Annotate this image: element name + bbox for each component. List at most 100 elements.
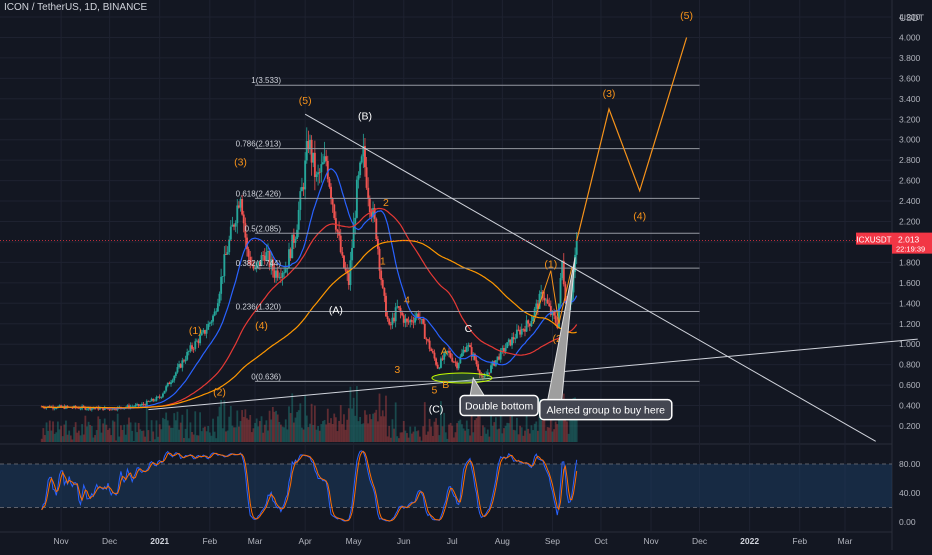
volume-bar [457, 420, 460, 442]
volume-bar [511, 414, 513, 442]
candle-body [153, 400, 156, 402]
volume-bar [276, 414, 279, 442]
volume-bar [170, 427, 172, 442]
candle-body [339, 235, 342, 253]
volume-bar [312, 425, 315, 442]
volume-bar [554, 421, 557, 442]
wave-label: 3 [394, 364, 400, 376]
candle-body [181, 360, 184, 368]
volume-bar [280, 424, 282, 442]
symbol-title[interactable]: ICON / TetherUS, 1D, BINANCE [4, 2, 148, 13]
candle-body [326, 160, 329, 180]
volume-bar [89, 424, 92, 442]
candle-body [255, 265, 258, 269]
candle-body [415, 313, 418, 318]
volume-bar [299, 403, 302, 442]
volume-bar [530, 425, 533, 442]
volume-bar [268, 410, 271, 442]
wave-label: (C) [429, 404, 444, 416]
volume-bar [225, 431, 227, 442]
candle-body [92, 408, 95, 410]
candle-body [76, 407, 79, 409]
candle-body [490, 365, 492, 373]
candle-body [351, 247, 353, 261]
volume-bar [157, 436, 159, 442]
volume-bar [546, 427, 549, 442]
candle-body [483, 375, 486, 378]
volume-bar [322, 421, 324, 442]
candle-body [420, 318, 423, 320]
time-tick-label: Oct [594, 536, 608, 546]
volume-bar [195, 435, 198, 442]
volume-bar [171, 427, 174, 442]
volume-bar [207, 425, 210, 442]
volume-bar [129, 422, 132, 442]
fib-level-label: 0.618(2.426) [236, 189, 282, 198]
volume-bar [520, 427, 523, 442]
currency-label: USDT [899, 13, 925, 23]
candle-body [438, 367, 441, 369]
volume-bar [310, 403, 313, 442]
candle-body [66, 405, 69, 407]
candle-body [250, 264, 253, 266]
volume-bar [507, 423, 510, 442]
volume-bar [452, 437, 455, 442]
candle-body [231, 224, 234, 227]
candle-body [333, 204, 336, 219]
volume-bar [330, 418, 332, 442]
price-tick-label: 4.000 [899, 32, 921, 42]
volume-bar [477, 414, 480, 442]
candle-body [525, 320, 528, 332]
volume-bar [237, 426, 240, 442]
candle-body [456, 362, 459, 369]
volume-bar [142, 430, 145, 442]
candle-body [410, 320, 413, 322]
candle-body [431, 351, 434, 353]
candle-body [482, 376, 484, 378]
volume-bar [131, 430, 134, 442]
price-tick-label: 3.600 [899, 73, 921, 83]
candle-body [407, 321, 410, 323]
volume-bar [262, 432, 265, 442]
volume-bar [537, 430, 539, 442]
volume-bar [396, 436, 399, 442]
candle-body [71, 407, 74, 409]
volume-bar [454, 432, 457, 442]
time-tick-label: Apr [299, 536, 312, 546]
volume-bar [281, 426, 284, 442]
time-tick-label: Nov [54, 536, 70, 546]
volume-bar [461, 424, 463, 442]
wave-label: 2 [383, 197, 389, 209]
volume-bar [504, 425, 507, 442]
candle-body [478, 370, 481, 376]
candle-body [315, 174, 318, 177]
candle-body [427, 339, 429, 341]
volume-bar [383, 416, 386, 442]
wave-label: (A) [329, 305, 343, 317]
volume-bar [448, 424, 450, 442]
stoch-tick-label: 0.00 [899, 517, 916, 527]
candle-body [511, 337, 513, 346]
trendline [148, 338, 918, 411]
volume-bar [412, 431, 415, 442]
fib-level-label: 0.236(1.320) [236, 302, 282, 311]
candle-body [554, 315, 557, 323]
candle-body [309, 139, 311, 149]
volume-bar [247, 419, 250, 442]
volume-bar [388, 425, 391, 442]
candle-body [279, 276, 282, 278]
volume-bar [491, 425, 494, 442]
volume-bar [221, 428, 224, 442]
volume-bar [417, 430, 420, 442]
candle-body [258, 261, 261, 266]
candle-body [451, 357, 454, 362]
candle-body [184, 359, 187, 362]
volume-bar [444, 432, 447, 442]
price-tick-label: 1.800 [899, 257, 921, 267]
candle-body [336, 229, 339, 232]
volume-bar [81, 424, 84, 442]
candle-body [367, 187, 370, 199]
candle-body [271, 259, 274, 271]
